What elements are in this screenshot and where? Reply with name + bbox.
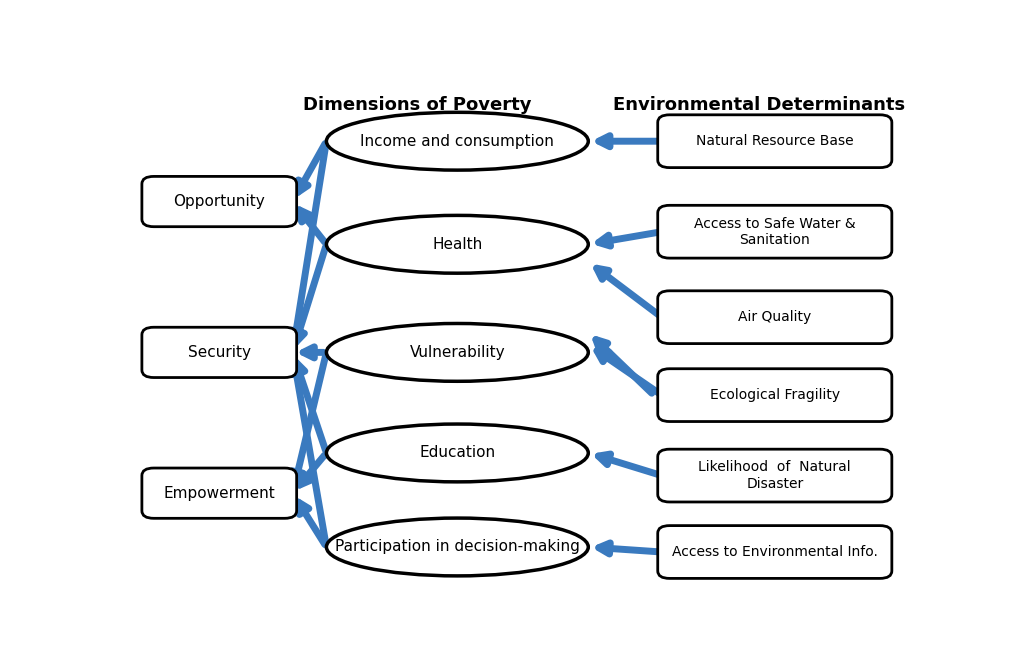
- Text: Environmental Determinants: Environmental Determinants: [612, 96, 905, 114]
- Text: Participation in decision-making: Participation in decision-making: [335, 539, 580, 554]
- Ellipse shape: [327, 518, 588, 576]
- FancyBboxPatch shape: [657, 369, 892, 422]
- Text: Ecological Fragility: Ecological Fragility: [710, 388, 840, 402]
- Ellipse shape: [327, 112, 588, 170]
- Text: Dimensions of Poverty: Dimensions of Poverty: [303, 96, 531, 114]
- FancyBboxPatch shape: [657, 115, 892, 168]
- FancyBboxPatch shape: [657, 205, 892, 258]
- FancyBboxPatch shape: [657, 526, 892, 579]
- FancyBboxPatch shape: [142, 176, 297, 227]
- Text: Natural Resource Base: Natural Resource Base: [696, 135, 854, 148]
- Ellipse shape: [327, 215, 588, 273]
- FancyBboxPatch shape: [142, 468, 297, 518]
- FancyBboxPatch shape: [657, 291, 892, 343]
- FancyBboxPatch shape: [142, 327, 297, 377]
- Text: Income and consumption: Income and consumption: [360, 134, 554, 149]
- Text: Vulnerability: Vulnerability: [410, 345, 505, 360]
- Text: Health: Health: [432, 237, 482, 252]
- Text: Air Quality: Air Quality: [738, 310, 811, 324]
- FancyBboxPatch shape: [657, 449, 892, 502]
- Text: Likelihood  of  Natural
Disaster: Likelihood of Natural Disaster: [698, 460, 851, 490]
- Ellipse shape: [327, 424, 588, 482]
- Text: Security: Security: [187, 345, 251, 360]
- Text: Opportunity: Opportunity: [173, 194, 265, 209]
- Text: Access to Environmental Info.: Access to Environmental Info.: [672, 545, 878, 559]
- Text: Empowerment: Empowerment: [164, 486, 275, 501]
- Text: Access to Safe Water &
Sanitation: Access to Safe Water & Sanitation: [694, 217, 856, 247]
- Text: Education: Education: [419, 445, 496, 460]
- Ellipse shape: [327, 323, 588, 381]
